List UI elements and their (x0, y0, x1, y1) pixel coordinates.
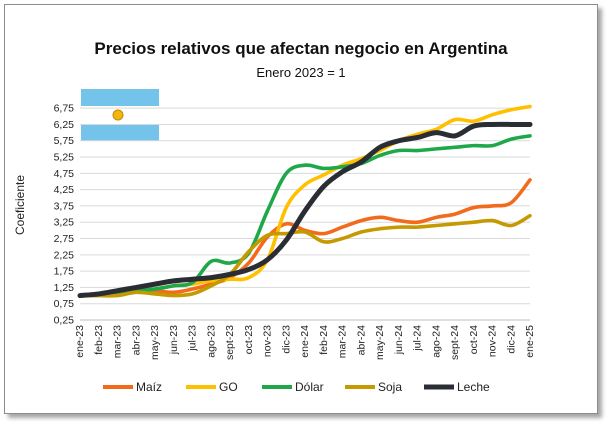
x-tick-label: nov-24 (487, 325, 499, 357)
y-tick-label: 6,75 (54, 103, 75, 115)
y-tick-label: 1,75 (54, 266, 75, 278)
x-tick-label: oct-23 (243, 325, 255, 354)
x-tick-label: sept-24 (449, 325, 461, 360)
y-tick-label: 0,75 (54, 298, 75, 310)
y-tick-label: 1,25 (54, 282, 75, 294)
x-tick-label: jun-23 (168, 325, 180, 355)
y-tick-label: 4,25 (54, 184, 75, 196)
x-tick-label: dic-23 (280, 325, 292, 354)
y-tick-label: 2,25 (54, 249, 75, 261)
chart-frame: Precios relativos que afectan negocio en… (4, 4, 598, 414)
y-tick-label: 3,25 (54, 217, 75, 229)
x-tick-label: nov-23 (262, 325, 274, 357)
series-line-dolar (78, 134, 532, 298)
legend-label: Leche (457, 380, 490, 394)
series-line-maiz (78, 178, 532, 298)
y-tick-label: 5,75 (54, 135, 75, 147)
legend-label: GO (219, 380, 238, 394)
x-tick-label: dic-24 (505, 325, 517, 354)
x-tick-label: jun-24 (393, 325, 405, 355)
series-line-leche (77, 121, 533, 299)
x-tick-label: abr-24 (355, 325, 367, 356)
x-tick-label: may-24 (374, 325, 386, 360)
x-tick-label: ene-25 (524, 325, 536, 358)
legend-label: Soja (378, 380, 402, 394)
chart-title: Precios relativos que afectan negocio en… (94, 39, 508, 58)
x-axis-ticks: ene-23 feb-23 mar-23 abr-23 may-23 jun-23 jul-… (74, 325, 536, 360)
y-axis-label: Coeficiente (13, 175, 27, 235)
x-tick-label: ene-23 (74, 325, 86, 358)
x-tick-label: mar-23 (112, 325, 124, 358)
y-tick-label: 6,25 (54, 119, 75, 131)
x-tick-label: oct-24 (468, 325, 480, 354)
x-tick-label: ene-24 (299, 325, 311, 358)
x-tick-label: ago-24 (430, 325, 442, 358)
x-tick-label: may-23 (149, 325, 161, 360)
x-tick-label: feb-24 (318, 325, 330, 355)
x-tick-label: sept-23 (224, 325, 236, 360)
x-tick-label: ago-23 (205, 325, 217, 358)
y-axis-ticks: 0,25 0,75 1,25 1,75 2,25 2,75 3,25 3,75 4,25 4,75… (54, 103, 75, 327)
y-tick-label: 3,75 (54, 200, 75, 212)
y-tick-label: 5,25 (54, 152, 75, 164)
legend-label: Maíz (136, 380, 162, 394)
legend-label: Dólar (295, 380, 324, 394)
x-tick-label: feb-23 (93, 325, 105, 355)
x-tick-label: jul-23 (187, 325, 199, 352)
y-tick-label: 4,75 (54, 168, 75, 180)
x-tick-label: mar-24 (337, 325, 349, 358)
series-line-soja (78, 213, 532, 298)
x-tick-label: jul-24 (412, 325, 424, 352)
y-tick-label: 2,75 (54, 233, 75, 245)
grid-lines (80, 107, 530, 321)
series-lines (77, 104, 533, 299)
chart-subtitle: Enero 2023 = 1 (256, 65, 346, 80)
x-tick-label: abr-23 (130, 325, 142, 356)
y-tick-label: 0,25 (54, 315, 75, 327)
legend: Maíz GO Dólar Soja Leche (103, 380, 490, 394)
argentina-flag-icon (81, 89, 159, 141)
